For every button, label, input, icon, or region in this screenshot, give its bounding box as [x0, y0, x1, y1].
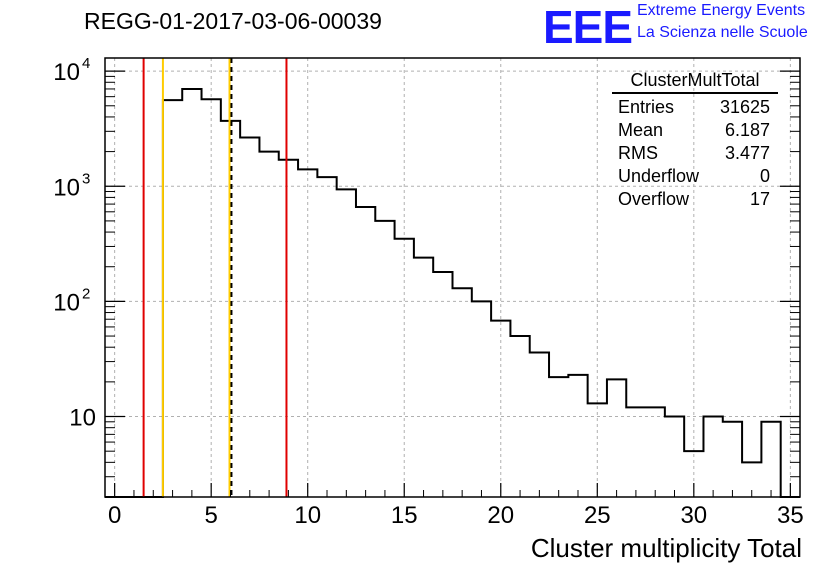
histogram-bin	[723, 422, 742, 497]
stats-title: ClusterMultTotal	[612, 70, 778, 94]
y-tick-exponent: 4	[82, 55, 90, 72]
stats-label: Underflow	[618, 166, 700, 186]
x-tick-label: 20	[487, 502, 514, 529]
histogram-bin	[414, 258, 433, 497]
histogram-bin	[395, 239, 414, 497]
x-tick-label: 5	[205, 502, 218, 529]
logo-line-2: La Scienza nelle Scuole	[637, 24, 808, 41]
axis-ticks	[105, 70, 800, 498]
histogram-bins	[105, 87, 800, 498]
stats-row: Mean 6.187	[612, 119, 778, 142]
stats-value: 3.477	[724, 143, 770, 163]
stats-box: ClusterMultTotal Entries 31625 Mean 6.187 …	[612, 70, 778, 211]
histogram-bin	[298, 169, 317, 497]
x-tick-label: 25	[584, 502, 611, 529]
histogram-bin	[626, 407, 645, 497]
stats-row: RMS 3.477	[612, 142, 778, 165]
x-tick-label: 0	[108, 502, 121, 529]
x-axis-label: Cluster multiplicity Total	[530, 533, 802, 563]
y-tick-label: 10	[69, 405, 96, 432]
stats-value: 6.187	[724, 120, 770, 140]
stats-row: Entries 31625	[612, 96, 778, 119]
y-tick-exponent: 3	[82, 170, 90, 187]
histogram-bin	[568, 375, 587, 497]
stats-label: RMS	[618, 143, 658, 163]
x-tick-label: 35	[777, 502, 804, 529]
histogram-outline	[105, 87, 800, 498]
histogram-bin	[453, 288, 472, 497]
histogram-bin	[703, 417, 722, 497]
stats-label: Overflow	[618, 189, 690, 209]
y-tick-label: 10	[53, 174, 80, 201]
histogram-bin	[337, 189, 356, 497]
stats-label: Entries	[618, 97, 675, 117]
stats-value: 0	[759, 166, 770, 186]
histogram-bin	[163, 100, 182, 497]
histogram-bin	[607, 379, 626, 497]
y-tick-exponent: 2	[82, 285, 90, 302]
x-tick-label: 15	[391, 502, 418, 529]
histogram-bin	[279, 160, 298, 497]
plot-frame	[104, 57, 801, 498]
stats-label: Mean	[618, 120, 664, 140]
histogram-bin	[761, 422, 780, 497]
histogram-bin	[530, 352, 549, 497]
plot-title: REGG-01-2017-03-06-00039	[84, 8, 382, 34]
stats-row: Overflow 17	[612, 188, 778, 211]
histogram-bin	[433, 272, 452, 497]
histogram-bin	[240, 138, 259, 497]
eee-logo: EEE	[543, 1, 633, 53]
histogram-bin	[317, 177, 336, 497]
x-tick-label: 30	[680, 502, 707, 529]
y-tick-label: 10	[53, 59, 80, 86]
stats-value: 17	[749, 189, 770, 209]
stats-value: 31625	[719, 97, 770, 117]
histogram-bin	[665, 417, 684, 497]
histogram-bin	[182, 89, 201, 497]
histogram-bin	[356, 207, 375, 497]
stats-row: Underflow 0	[612, 165, 778, 188]
histogram-bin	[375, 221, 394, 497]
marker-lines	[142, 58, 288, 497]
logo-line-1: Extreme Energy Events	[637, 2, 806, 19]
histogram-bin	[549, 377, 568, 497]
x-tick-label: 10	[294, 502, 321, 529]
histogram-bin	[259, 152, 278, 497]
histogram-bin	[472, 301, 491, 497]
histogram-bin	[646, 407, 665, 497]
y-tick-label: 10	[53, 289, 80, 316]
